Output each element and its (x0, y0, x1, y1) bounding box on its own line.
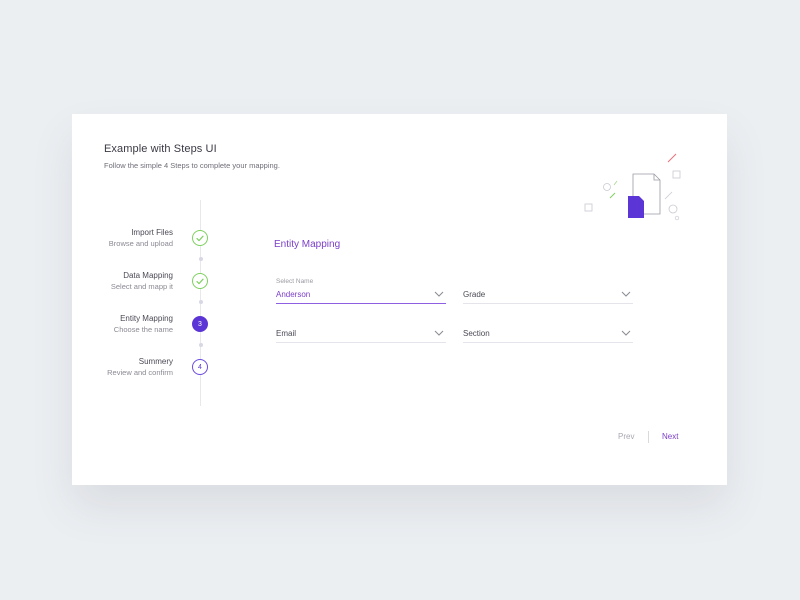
field-value: Email (276, 329, 297, 338)
stepper-connector-dot (198, 300, 203, 304)
steps-card: Example with Steps UI Follow the simple … (72, 114, 727, 485)
step-3-number-badge[interactable]: 3 (192, 316, 208, 332)
nav-divider (648, 431, 649, 443)
step-description: Browse and upload (108, 239, 173, 248)
email-dropdown[interactable]: Email (276, 317, 446, 343)
field-value: Section (463, 329, 490, 338)
card-subtitle: Follow the simple 4 Steps to complete yo… (104, 161, 280, 170)
step-2-status-check-icon[interactable] (192, 273, 208, 289)
chevron-down-icon (621, 330, 631, 336)
prev-button[interactable]: Prev (618, 432, 635, 441)
step-description: Review and confirm (107, 368, 173, 377)
step-description: Choose the name (113, 325, 173, 334)
step-title: Data Mapping (123, 271, 173, 280)
step-import-files[interactable]: Import Files Browse and upload (109, 227, 173, 249)
step-entity-mapping[interactable]: Entity Mapping Choose the name (114, 313, 173, 335)
grade-dropdown[interactable]: Grade (463, 278, 633, 304)
stepper-connector-dot (198, 343, 203, 347)
documents-illustration-icon (584, 153, 681, 221)
card-title: Example with Steps UI (104, 143, 217, 155)
step-summery[interactable]: Summery Review and confirm (107, 356, 173, 378)
check-icon (196, 235, 204, 241)
stepper-connector-dot (198, 257, 203, 261)
field-value: Anderson (276, 290, 311, 299)
chevron-down-icon (621, 291, 631, 297)
section-title: Entity Mapping (274, 239, 341, 250)
section-dropdown[interactable]: Section (463, 317, 633, 343)
chevron-down-icon (434, 330, 444, 336)
step-title: Entity Mapping (120, 314, 173, 323)
step-title: Summery (138, 357, 173, 366)
next-button[interactable]: Next (662, 432, 679, 441)
step-description: Select and mapp it (110, 282, 173, 291)
step-4-number-badge[interactable]: 4 (192, 359, 208, 375)
field-value: Grade (463, 290, 486, 299)
step-title: Import Files (131, 228, 173, 237)
field-label: Select Name (276, 278, 314, 285)
check-icon (196, 278, 204, 284)
step-1-status-check-icon[interactable] (192, 230, 208, 246)
select-name-dropdown[interactable]: Select Name Anderson (276, 278, 446, 304)
step-data-mapping[interactable]: Data Mapping Select and mapp it (111, 270, 173, 292)
chevron-down-icon (434, 291, 444, 297)
